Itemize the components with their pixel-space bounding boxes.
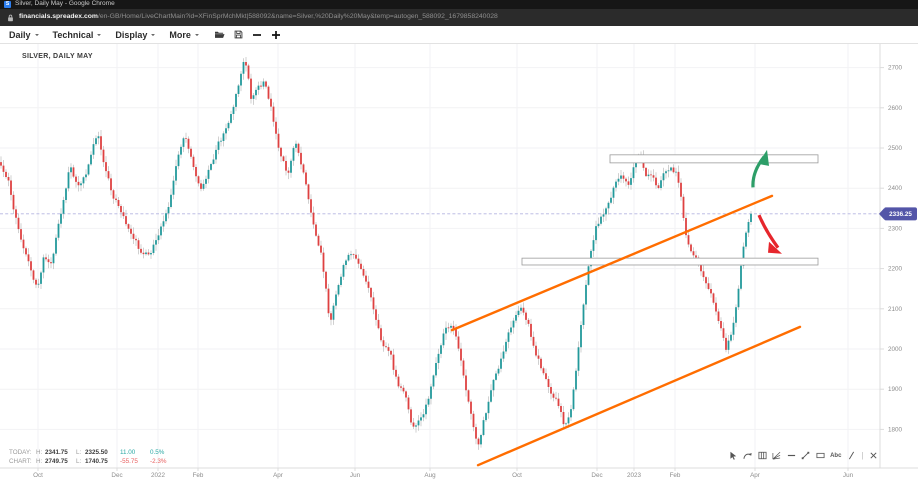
x-axis-label: Oct xyxy=(512,472,522,479)
x-axis-label: Aug xyxy=(424,472,436,479)
candles-layer xyxy=(0,57,752,450)
x-axis-label: Apr xyxy=(273,472,283,479)
x-axis-label: Feb xyxy=(670,472,681,479)
stat-scope-label: CHART: xyxy=(9,457,32,465)
y-axis-label: 2000 xyxy=(888,346,903,353)
close-icon[interactable] xyxy=(869,451,878,460)
chevron-down-icon xyxy=(96,32,102,38)
menu-display[interactable]: Display xyxy=(115,30,156,40)
url-domain: financials.spreadex.com xyxy=(19,13,98,21)
price-stats: TODAY: H: 2341.75 L: 2325.50 11.00 0.5% CHART: H… xyxy=(9,449,166,466)
up-candles xyxy=(37,62,752,445)
candle-wicks xyxy=(0,57,752,450)
high-value: 2341.75 xyxy=(45,449,68,456)
candlestick-chart[interactable]: 1800 1900 2000 2100 2200 2300 2400 2500 2600 2700… xyxy=(0,44,918,481)
y-axis-label: 1800 xyxy=(888,426,903,433)
site-favicon: S xyxy=(4,1,11,8)
price-zone-rectangle[interactable] xyxy=(521,257,819,266)
high-label: H: xyxy=(36,457,43,465)
trend-line[interactable] xyxy=(450,194,774,332)
high-value: 2749.75 xyxy=(45,457,68,465)
toolbar-menus: Daily Technical Display More xyxy=(9,30,200,40)
menu-label: More xyxy=(169,29,191,40)
stat-row: CHART: H: 2749.75 L: 1740.75 -55.75 -2.3% xyxy=(9,458,166,467)
y-axis-label: 2500 xyxy=(888,145,903,152)
red-down-arrow[interactable] xyxy=(757,214,782,254)
low-label: L: xyxy=(76,449,82,456)
green-up-arrow[interactable] xyxy=(751,149,769,188)
y-axis-label: 2100 xyxy=(888,306,903,313)
text-tool-icon[interactable]: Abc xyxy=(830,452,842,459)
x-axis-label: Apr xyxy=(750,472,760,479)
chevron-down-icon xyxy=(34,32,40,38)
x-axis-label: Jun xyxy=(350,472,361,479)
toolbar-divider: | xyxy=(861,450,864,460)
chart-area[interactable]: 1800 1900 2000 2100 2200 2300 2400 2500 2600 2700… xyxy=(0,44,918,481)
curved-arrow-icon[interactable] xyxy=(743,451,752,460)
change-percent: -2.3% xyxy=(150,457,167,465)
browser-address-bar[interactable]: financials.spreadex.com/en-GB/Home/LiveC… xyxy=(0,9,918,26)
change-value: -55.75 xyxy=(120,457,138,465)
chart-toolbar: Daily Technical Display More xyxy=(0,26,918,44)
change-value: 11.00 xyxy=(120,449,136,456)
menu-more[interactable]: More xyxy=(169,30,200,40)
zoom-in-button[interactable] xyxy=(271,30,281,40)
x-axis-label: Dec xyxy=(591,472,602,479)
y-axis-label: 2200 xyxy=(888,266,903,273)
trend-line-icon[interactable] xyxy=(801,451,810,460)
zoom-out-button[interactable] xyxy=(252,30,262,40)
stat-scope-label: TODAY: xyxy=(9,449,32,456)
x-axis-label: Feb xyxy=(193,472,204,479)
low-label: L: xyxy=(76,457,82,465)
change-percent: 0.5% xyxy=(150,449,165,456)
menu-label: Daily xyxy=(9,29,31,40)
trend-line[interactable] xyxy=(476,325,802,467)
grid-columns-icon[interactable] xyxy=(758,451,767,460)
lock-icon xyxy=(7,9,14,27)
fan-lines-icon[interactable] xyxy=(772,451,781,460)
price-zone-rectangle[interactable] xyxy=(609,154,819,164)
y-axis-label: 2600 xyxy=(888,105,903,112)
chevron-down-icon xyxy=(194,32,200,38)
horizontal-line-icon[interactable] xyxy=(787,451,796,460)
menu-label: Technical xyxy=(52,29,94,40)
window-titlebar: S Silver, Daily May - Google Chrome xyxy=(0,0,918,9)
url-path: /en-GB/Home/LiveChartMain?id=XFinSprMchM… xyxy=(97,13,498,21)
high-label: H: xyxy=(36,449,43,456)
low-value: 1740.75 xyxy=(85,457,108,465)
chevron-down-icon xyxy=(150,32,156,38)
toolbar-actions xyxy=(214,30,281,40)
down-candles xyxy=(0,62,727,445)
menu-daily[interactable]: Daily xyxy=(9,30,40,40)
x-axis-label: 2023 xyxy=(627,472,642,479)
rectangle-icon[interactable] xyxy=(816,451,825,460)
low-value: 2325.50 xyxy=(85,449,108,456)
menu-technical[interactable]: Technical xyxy=(53,30,103,40)
current-price-badge: 2336.25 xyxy=(879,207,917,221)
open-chart-button[interactable] xyxy=(214,30,225,39)
drawing-toolbar: Abc | xyxy=(729,451,878,460)
x-axis-label: Dec xyxy=(111,472,122,479)
x-axis-label: Oct xyxy=(33,472,43,479)
page-url: financials.spreadex.com/en-GB/Home/LiveC… xyxy=(19,13,498,21)
y-axis-label: 2700 xyxy=(888,65,903,72)
pointer-icon[interactable] xyxy=(729,451,738,460)
y-axis-label: 1900 xyxy=(888,386,903,393)
save-chart-button[interactable] xyxy=(234,30,243,39)
window-title: Silver, Daily May - Google Chrome xyxy=(15,0,115,8)
grid-layer: 1800 1900 2000 2100 2200 2300 2400 2500 2600 2700… xyxy=(0,44,918,479)
y-axis-label: 2300 xyxy=(888,225,903,232)
menu-label: Display xyxy=(115,29,148,40)
y-axis-label: 2400 xyxy=(888,185,903,192)
current-price-value: 2336.25 xyxy=(889,211,912,218)
x-axis-label: Jun xyxy=(843,472,854,479)
stat-row: TODAY: H: 2341.75 L: 2325.50 11.00 0.5% xyxy=(9,449,166,458)
slash-icon[interactable] xyxy=(847,451,856,460)
x-axis-label: 2022 xyxy=(151,472,166,479)
chart-symbol-label: SILVER, DAILY MAY xyxy=(22,53,93,60)
